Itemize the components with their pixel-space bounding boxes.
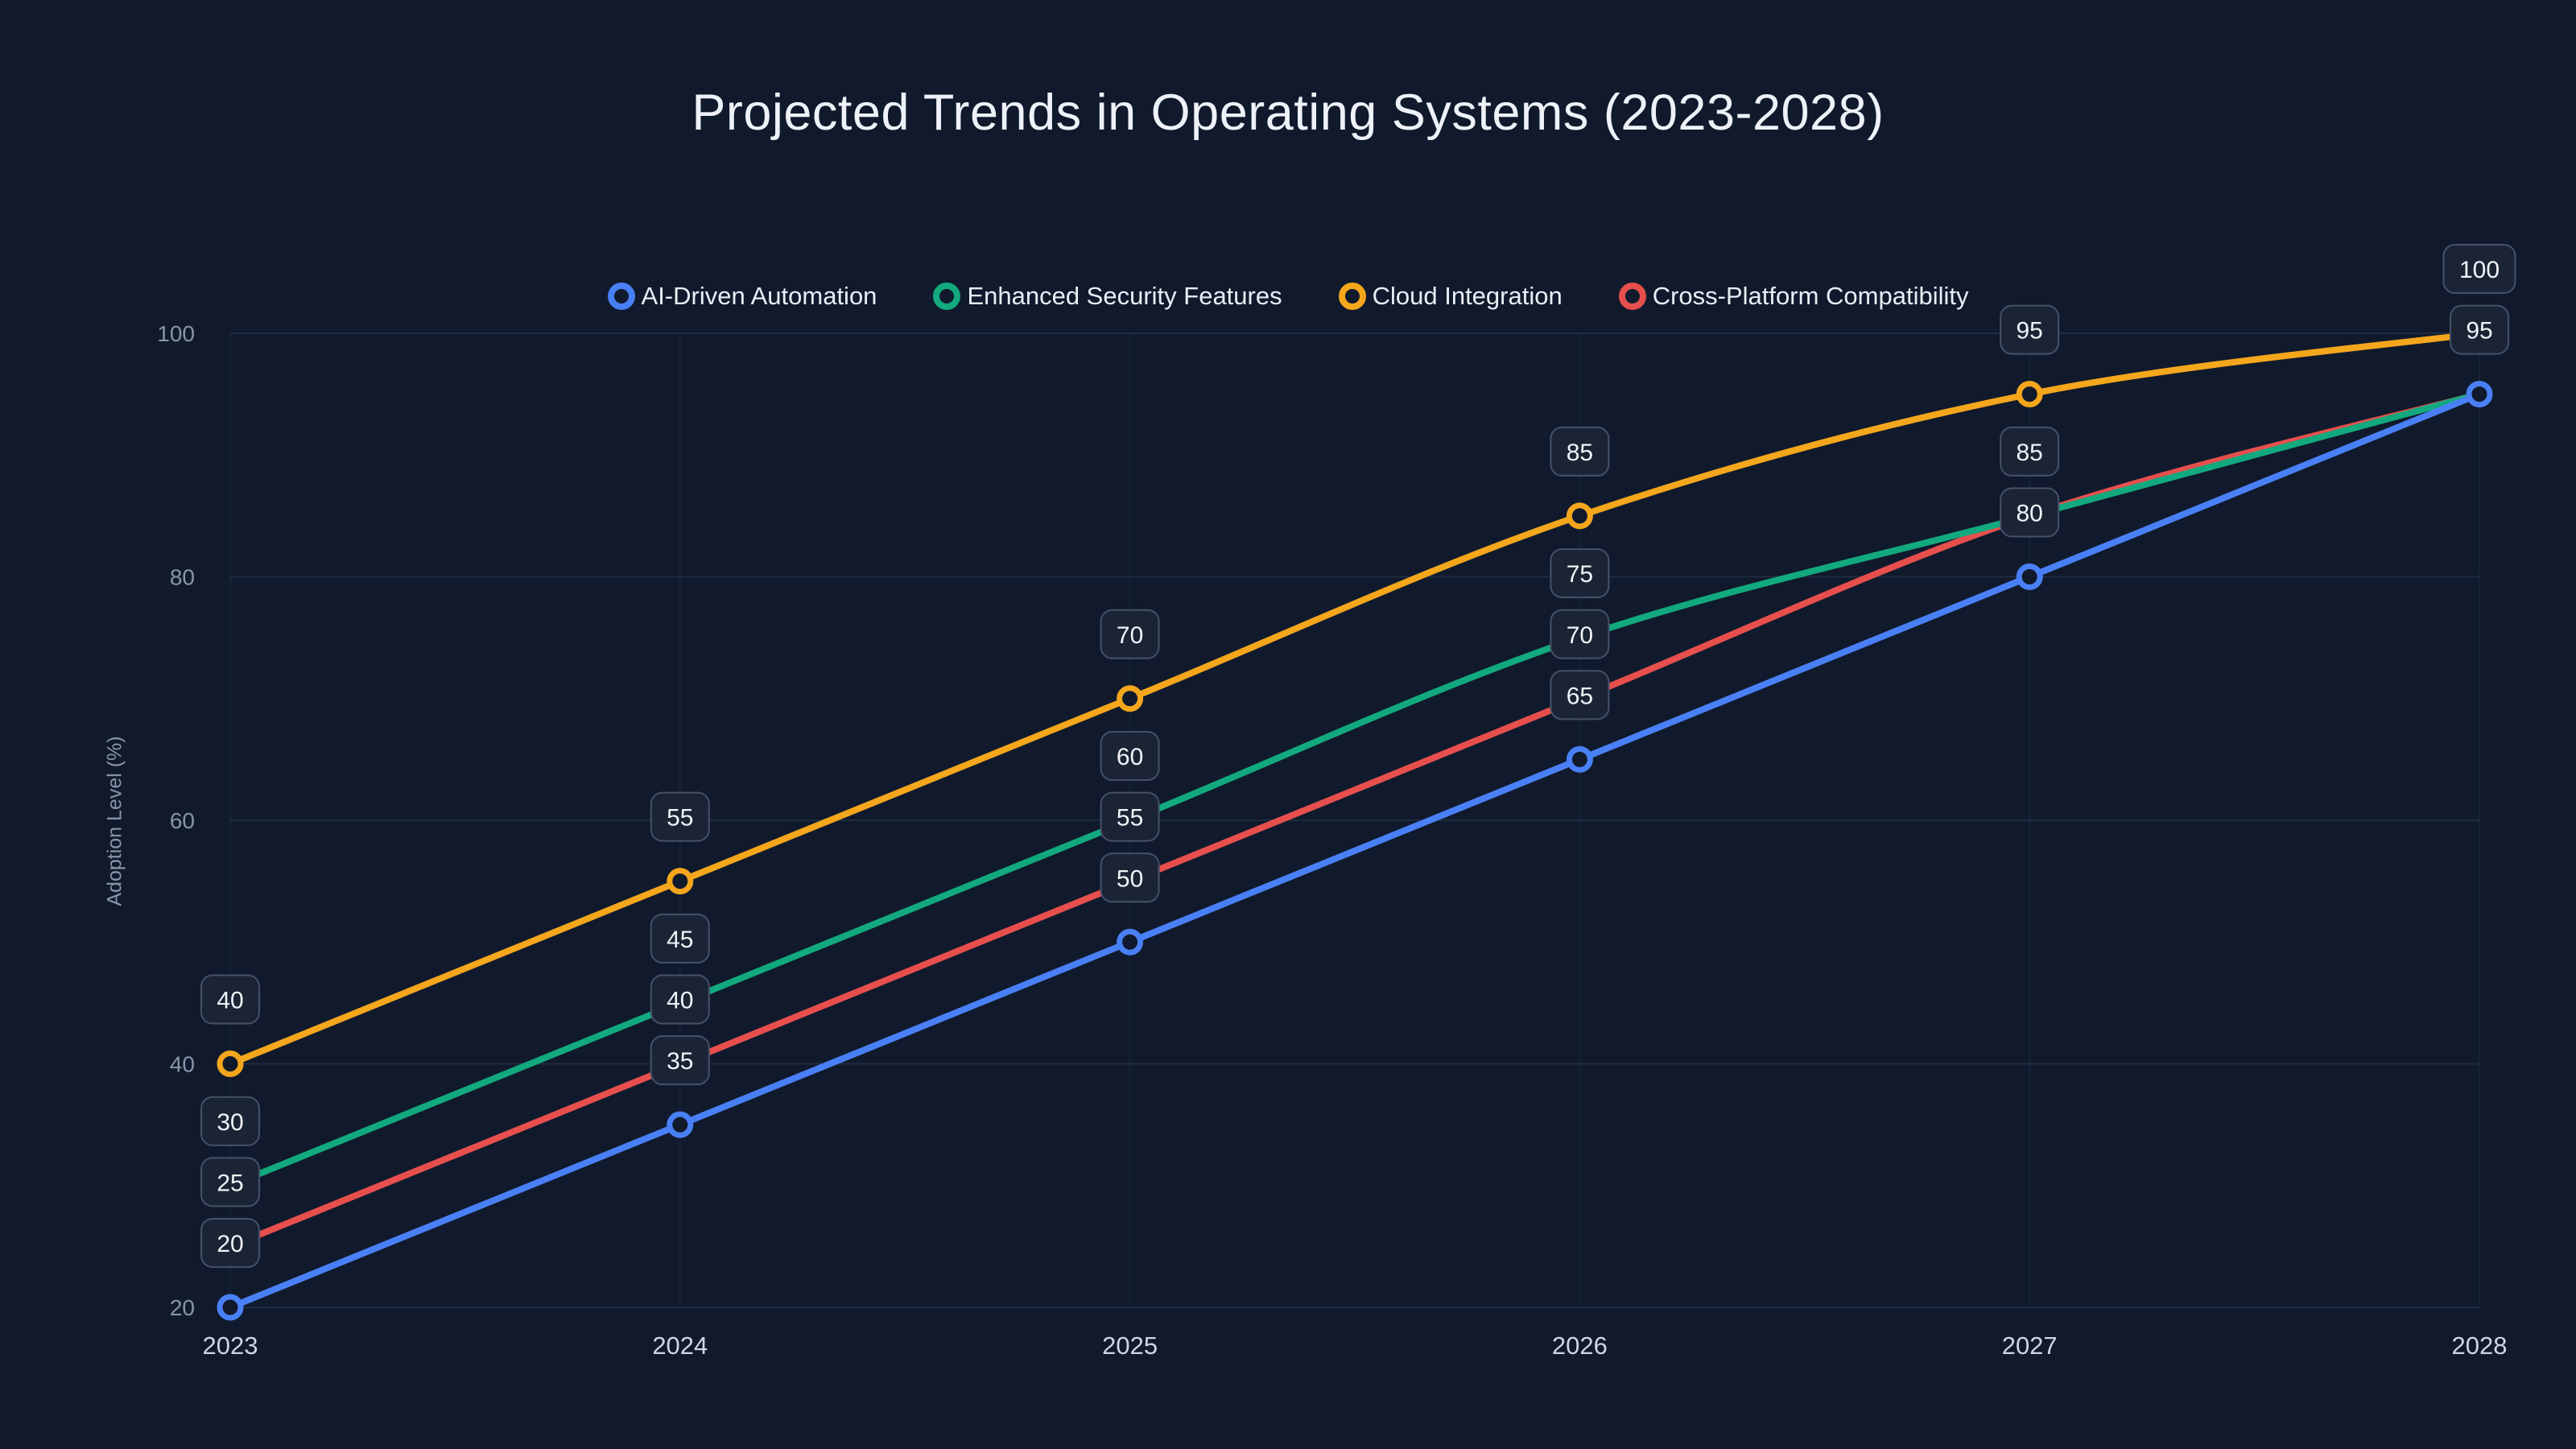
data-label-value: 65 — [1567, 683, 1593, 709]
data-label-box — [2000, 426, 2060, 477]
data-label-value: 50 — [1117, 865, 1143, 892]
data-label-value: 25 — [217, 1170, 243, 1196]
data-point-marker-cloud-integration — [667, 868, 694, 895]
data-point-marker-ai-driven-automation — [2016, 564, 2043, 590]
data-label-box — [650, 913, 710, 964]
x-axis-tick-label: 2027 — [2002, 1331, 2058, 1360]
data-point-marker-cloud-integration — [1117, 685, 1144, 712]
data-label-value: 95 — [2466, 318, 2492, 345]
legend-item-label: AI-Driven Automation — [641, 282, 877, 310]
data-label-value: 75 — [1567, 561, 1593, 588]
data-label-value: 60 — [1117, 744, 1143, 770]
data-point-marker-cloud-integration — [1566, 502, 1593, 530]
legend-marker-icon — [1338, 283, 1366, 310]
y-axis-tick-label: 100 — [157, 321, 195, 346]
legend-item-label: Cloud Integration — [1372, 282, 1563, 310]
legend-item-cross-platform-compatibility[interactable]: Cross-Platform Compatibility — [1618, 282, 1969, 311]
y-axis-tick-label: 80 — [170, 565, 195, 590]
data-point-marker-ai-driven-automation — [2466, 381, 2493, 408]
data-label-box — [1550, 670, 1610, 720]
legend-marker-icon — [607, 283, 635, 310]
x-axis-tick-label: 2026 — [1552, 1331, 1608, 1360]
data-label-box — [2000, 304, 2060, 355]
data-point-marker-cloud-integration — [2016, 381, 2043, 408]
data-label-box — [1100, 791, 1160, 842]
data-label-box — [1550, 426, 1610, 477]
x-axis-tick-label: 2025 — [1102, 1331, 1158, 1360]
data-label-value: 80 — [2017, 501, 2043, 527]
data-label-box — [1550, 548, 1610, 599]
data-label-value: 55 — [667, 805, 693, 832]
data-label-box — [650, 974, 710, 1025]
data-label-box — [200, 1096, 260, 1146]
data-label-box — [2000, 487, 2060, 538]
data-label-value: 95 — [2017, 318, 2043, 345]
data-label-box — [200, 1218, 260, 1268]
data-point-marker-ai-driven-automation — [1117, 928, 1144, 956]
x-axis-tick-label: 2023 — [203, 1331, 258, 1360]
data-label-box — [2442, 244, 2516, 294]
series-line-cloud-integration — [227, 330, 2483, 1067]
legend-item-label: Cross-Platform Compatibility — [1652, 282, 1969, 310]
x-axis-tick-label: 2024 — [652, 1331, 708, 1360]
chart-title: Projected Trends in Operating Systems (2… — [691, 85, 1885, 141]
data-label-box — [1550, 609, 1610, 659]
data-label-value: 100 — [2459, 257, 2500, 283]
data-label-box — [200, 974, 260, 1025]
data-label-value: 40 — [667, 988, 693, 1014]
legend-marker-icon — [933, 283, 961, 310]
data-label-value: 35 — [667, 1048, 693, 1075]
y-axis-tick-label: 40 — [170, 1052, 195, 1077]
data-label-box — [1100, 731, 1160, 781]
data-label-box — [1100, 852, 1160, 903]
data-label-value: 55 — [1117, 805, 1143, 832]
x-axis-tick-label: 2028 — [2452, 1331, 2508, 1360]
series-line-ai-driven-automation — [227, 390, 2483, 1311]
data-point-marker-ai-driven-automation — [217, 1294, 244, 1321]
legend-item-ai-driven-automation[interactable]: AI-Driven Automation — [607, 282, 877, 311]
data-label-value: 45 — [667, 927, 693, 953]
data-point-marker-cloud-integration — [217, 1051, 244, 1077]
data-label-value: 70 — [1567, 622, 1593, 649]
data-label-value: 20 — [217, 1231, 243, 1257]
data-label-box — [200, 1157, 260, 1208]
legend: AI-Driven Automation Enhanced Security Fe… — [0, 282, 2576, 311]
legend-item-cloud-integration[interactable]: Cloud Integration — [1338, 282, 1563, 311]
legend-marker-icon — [1618, 283, 1646, 310]
series-line-enhanced-security-features — [227, 390, 2483, 1189]
data-point-marker-ai-driven-automation — [1566, 745, 1593, 773]
data-label-value: 40 — [217, 988, 243, 1014]
data-label-value: 70 — [1117, 622, 1143, 649]
data-label-value: 30 — [217, 1109, 243, 1136]
data-point-marker-ai-driven-automation — [667, 1111, 694, 1138]
data-label-value: 85 — [2017, 440, 2043, 466]
data-label-value: 85 — [1567, 440, 1593, 466]
data-label-box — [650, 791, 710, 842]
data-label-box — [2450, 304, 2509, 355]
data-label-box — [1100, 609, 1160, 659]
data-label-box — [650, 1035, 710, 1086]
legend-item-label: Enhanced Security Features — [967, 282, 1282, 310]
y-axis-tick-label: 60 — [170, 808, 195, 833]
legend-item-enhanced-security-features[interactable]: Enhanced Security Features — [933, 282, 1282, 311]
y-axis-tick-label: 20 — [170, 1295, 195, 1320]
